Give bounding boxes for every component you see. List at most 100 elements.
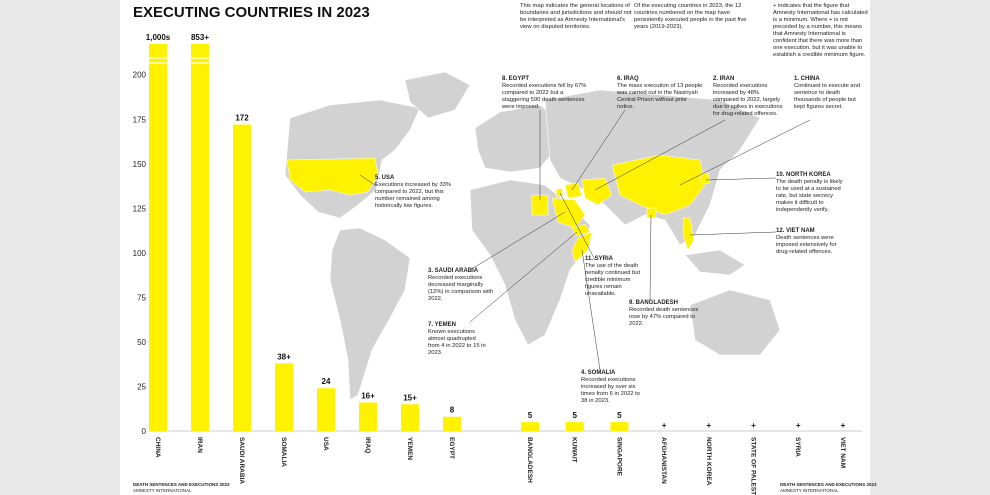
bar	[275, 363, 293, 431]
value-label: +	[662, 421, 667, 430]
footer-text: DEATH SENTENCES AND EXECUTIONS 2023	[780, 482, 877, 487]
x-tick-label: NORTH KOREA	[705, 437, 712, 486]
bars	[149, 44, 629, 431]
annotation: 6. IRAQ The mass execution of 13 people w…	[617, 76, 705, 111]
x-tick-label: SAUDI ARABIA	[238, 437, 245, 484]
value-label: 5	[617, 411, 622, 420]
value-label: 16+	[361, 391, 375, 400]
annotation: 3. SAUDI ARABIA Recorded executions decre…	[428, 268, 500, 303]
value-label: 5	[572, 411, 577, 420]
bar	[521, 422, 539, 431]
annotation-text: Recorded executions increased by 48% com…	[713, 83, 783, 117]
annotation-text: Recorded executions increased by over si…	[581, 377, 640, 404]
x-tick-label: KUWAIT	[571, 437, 578, 463]
annotation-title: 10. NORTH KOREA	[776, 172, 831, 178]
y-tick-label: 175	[133, 115, 147, 124]
annotation: 8. EGYPT Recorded executions fell by 67% …	[502, 76, 590, 111]
value-label: 38+	[277, 352, 291, 361]
chart-title: EXECUTING COUNTRIES IN 2023	[133, 4, 370, 21]
highlighted-countries	[286, 154, 711, 263]
annotation-text: Recorded executions decreased marginally…	[428, 275, 494, 302]
annotation-title: 7. YEMEN	[428, 322, 456, 328]
value-label: 5	[528, 411, 533, 420]
bar	[233, 124, 251, 431]
y-tick-label: 150	[133, 160, 147, 169]
x-tick-label: VIET NAM	[839, 437, 846, 468]
bar	[359, 402, 377, 431]
world-map	[284, 71, 781, 401]
annotation: 1. CHINA Continued to execute and sentenc…	[794, 76, 862, 111]
annotation-text: Recorded executions fell by 67% compared…	[502, 83, 587, 110]
footer-text: AMNESTY INTERNATIONAL	[133, 487, 192, 493]
y-tick-label: 25	[137, 382, 146, 391]
annotation-text: The use of the death penalty continued b…	[585, 263, 641, 297]
x-tick-label: SINGAPORE	[615, 437, 622, 477]
x-tick-label: SYRIA	[794, 437, 801, 457]
value-label: +	[706, 421, 711, 430]
bar	[149, 44, 167, 431]
annotation-title: 5. USA	[375, 175, 395, 181]
x-tick-label: EGYPT	[448, 437, 455, 459]
value-label: 24	[322, 377, 331, 386]
value-label: +	[796, 421, 801, 430]
bar	[401, 404, 419, 431]
annotation-text: The mass execution of 13 people was carr…	[617, 83, 703, 110]
value-label: 172	[235, 114, 249, 123]
annotation-title: 1. CHINA	[794, 76, 820, 82]
x-tick-label: AFGHANISTAN	[660, 437, 667, 484]
annotation: 9. BANGLADESH Recorded death sentences ro…	[629, 300, 701, 328]
y-tick-label: 125	[133, 204, 147, 213]
value-label: +	[751, 421, 756, 430]
y-tick-label: 200	[133, 71, 147, 80]
leader-lines	[359, 109, 811, 371]
footer-text: DEATH SENTENCES AND EXECUTIONS 2023	[133, 482, 230, 487]
annotation-text: Recorded death sentences rose by 47% com…	[629, 307, 699, 327]
bar	[443, 416, 461, 431]
x-tick-label: STATE OF PALESTINE	[750, 437, 757, 495]
annotation-text: The death penalty is likely to be used a…	[776, 179, 843, 213]
annotation-title: 8. EGYPT	[502, 76, 530, 82]
value-label: +	[841, 421, 846, 430]
annotation: 2. IRAN Recorded executions increased by …	[713, 76, 785, 118]
annotation-text: Known executions almost quadrupled from …	[428, 329, 486, 356]
value-label: 8	[450, 406, 455, 415]
footer-right: DEATH SENTENCES AND EXECUTIONS 2023 AMNE…	[780, 482, 877, 493]
x-tick-label: YEMEN	[406, 437, 413, 460]
annotation-title: 3. SAUDI ARABIA	[428, 268, 479, 274]
annotation-title: 11. SYRIA	[585, 256, 614, 262]
annotation-title: 12. VIET NAM	[776, 228, 815, 234]
annotation-title: 6. IRAQ	[617, 76, 639, 82]
x-tick-label: CHINA	[154, 437, 161, 458]
bar	[610, 422, 629, 431]
y-tick-label: 50	[137, 338, 146, 347]
x-tick-label: IRAQ	[364, 437, 371, 453]
map-note: + indicates that the figure that Amnesty…	[773, 3, 868, 58]
annotation: 7. YEMEN Known executions almost quadrupl…	[428, 322, 486, 357]
bar	[565, 422, 584, 431]
x-tick-label: IRAN	[196, 437, 203, 453]
x-tick-label: BANGLADESH	[526, 437, 533, 483]
annotation-title: 2. IRAN	[713, 76, 735, 82]
value-label: 1,000s	[146, 33, 171, 42]
bar	[191, 44, 209, 431]
y-tick-label: 100	[133, 249, 147, 258]
annotation: 4. SOMALIA Recorded executions increased …	[581, 370, 643, 405]
map-note: This map indicates the general locations…	[520, 3, 632, 30]
annotation: 11. SYRIA The use of the death penalty co…	[585, 256, 647, 298]
annotation-title: 9. BANGLADESH	[629, 300, 679, 306]
annotation-text: Death sentences were imposed extensively…	[776, 235, 837, 255]
bar	[317, 388, 335, 431]
x-tick-label: USA	[322, 437, 329, 451]
annotation-text: Executions increased by 33% compared to …	[375, 182, 452, 209]
value-label: 15+	[403, 393, 417, 402]
annotation: 5. USA Executions increased by 33% compar…	[375, 175, 457, 210]
map-note: Of the executing countries in 2023, the …	[634, 3, 747, 30]
annotation-title: 4. SOMALIA	[581, 370, 616, 376]
y-tick-label: 75	[137, 293, 146, 302]
footer-text: AMNESTY INTERNATIONAL	[780, 487, 839, 493]
annotation: 10. NORTH KOREA The death penalty is like…	[776, 172, 848, 214]
value-label: 853+	[191, 33, 209, 42]
y-tick-label: 0	[142, 427, 147, 436]
x-tick-label: SOMALIA	[280, 437, 287, 467]
